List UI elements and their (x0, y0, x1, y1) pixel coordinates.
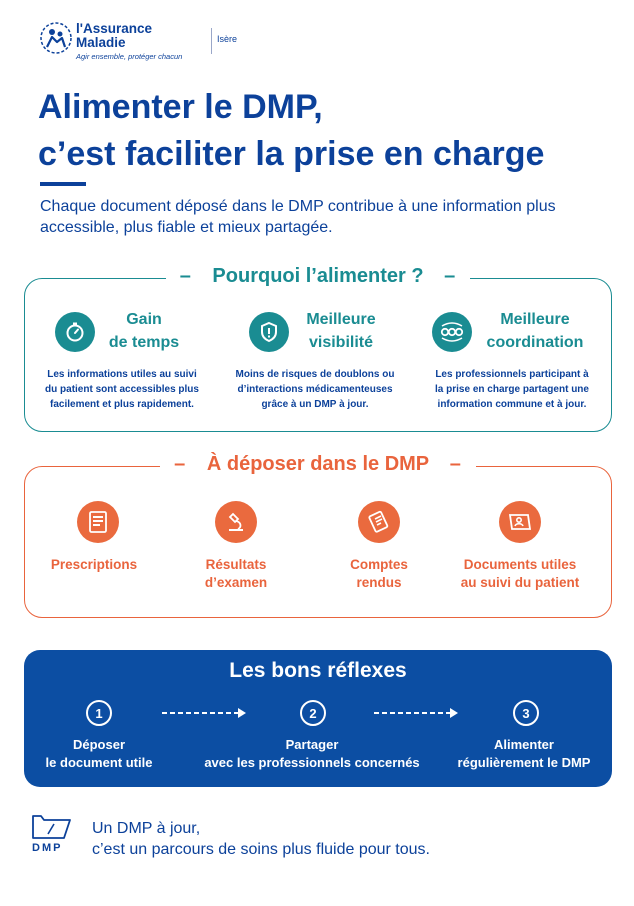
why-item-1-desc: Les informations utiles au suivi du patie… (45, 369, 199, 410)
microscope-icon (215, 501, 257, 543)
deposit-item-3-label: Comptes rendus (350, 557, 408, 590)
reflexes-box: Les bons réflexes 1 2 3 Déposer le docume… (24, 650, 612, 787)
assurance-maladie-logo: l'Assurance Maladie Agir ensemble, proté… (38, 20, 237, 66)
step-3-label: Alimenter régulièrement le DMP (457, 737, 591, 770)
deposit-item-4-label: Documents utiles au suivi du patient (460, 557, 580, 590)
shield-alert-icon (249, 312, 289, 352)
footer-text: Un DMP à jour, c’est un parcours de soin… (92, 820, 430, 858)
step-1-number: 1 (86, 700, 112, 726)
why-panel: – Pourquoi l’alimenter ? – Gain de temps … (24, 265, 612, 432)
intro-text: Chaque document déposé dans le DMP contr… (40, 198, 556, 236)
step-1-label: Déposer le document utile (45, 737, 153, 770)
page-title: Alimenter le DMP, c’est faciliter la pri… (38, 88, 545, 173)
logo-emblem-icon (40, 22, 72, 54)
why-item-2-title: Meilleure visibilité (306, 311, 376, 351)
logo-divider (211, 28, 212, 54)
stopwatch-icon (55, 312, 95, 352)
region-label: Isère (217, 34, 238, 44)
arrow-right-icon (162, 708, 246, 718)
why-item-2-desc: Moins de risques de doublons ou d’interac… (235, 369, 395, 410)
dmp-folder-icon (32, 815, 71, 839)
why-item-1-title: Gain de temps (108, 311, 180, 351)
dmp-logo-text: DMP (32, 842, 63, 854)
why-heading: – Pourquoi l’alimenter ? – (25, 265, 611, 288)
logo-name: l'Assurance Maladie (76, 21, 152, 50)
network-people-icon (432, 312, 472, 352)
step-2-number: 2 (300, 700, 326, 726)
title-underline (40, 182, 86, 186)
deposit-item-1-label: Prescriptions (50, 557, 138, 572)
reflexes-heading: Les bons réflexes (229, 659, 407, 682)
arrow-right-icon (374, 708, 458, 718)
why-item-3-desc: Les professionnels participant à la prise… (435, 369, 589, 410)
deposit-panel: – À déposer dans le DMP – Prescriptions … (24, 453, 612, 618)
why-item-3-title: Meilleure coordination (486, 311, 584, 351)
step-3-number: 3 (513, 700, 539, 726)
step-2-label: Partager avec les professionnels concerné… (204, 737, 420, 770)
deposit-item-2-label: Résultats d’examen (204, 557, 268, 590)
patient-document-icon (499, 501, 541, 543)
prescription-icon (77, 501, 119, 543)
logo-slogan: Agir ensemble, protéger chacun (76, 52, 183, 61)
deposit-heading: – À déposer dans le DMP – (25, 453, 611, 476)
report-icon (358, 501, 400, 543)
